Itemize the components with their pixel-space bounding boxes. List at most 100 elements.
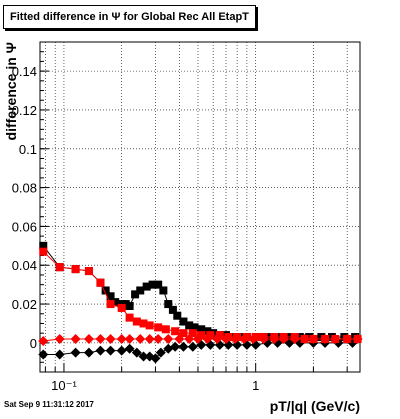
data-point <box>185 321 194 330</box>
data-point <box>101 286 110 295</box>
data-point <box>38 349 49 360</box>
data-point <box>342 334 353 344</box>
data-point <box>70 347 81 358</box>
data-point <box>105 334 116 344</box>
grid <box>40 42 360 372</box>
data-point <box>38 335 49 346</box>
data-point <box>187 341 198 352</box>
plot-frame <box>39 41 361 373</box>
data-point <box>125 302 134 310</box>
data-point <box>299 334 310 344</box>
data-point <box>330 334 341 344</box>
data-point <box>95 334 106 344</box>
data-point <box>145 321 154 330</box>
data-point <box>144 334 155 344</box>
data-point <box>289 334 300 344</box>
y-tick-label: 0.08 <box>12 181 37 196</box>
data-point <box>155 347 166 358</box>
data-point <box>174 334 185 344</box>
data-point <box>269 334 280 344</box>
data-point <box>39 247 48 256</box>
data-point <box>138 351 149 362</box>
data-point <box>239 334 250 344</box>
data-point <box>106 300 115 309</box>
data-point <box>135 334 146 344</box>
data-point <box>131 290 140 299</box>
data-point <box>124 343 135 354</box>
data-point <box>139 319 148 328</box>
data-point <box>206 331 215 340</box>
data-point <box>154 323 163 332</box>
data-point <box>248 334 259 344</box>
data-point <box>54 334 65 344</box>
data-point <box>171 327 180 336</box>
x-axis-label: pT/|q| (GeV/c) <box>270 398 360 414</box>
data-point <box>106 292 115 301</box>
series-3 <box>38 334 363 346</box>
y-tick-label: 0.02 <box>12 297 37 312</box>
data-point <box>111 298 120 307</box>
data-point <box>117 303 126 312</box>
data-point <box>95 345 106 356</box>
data-layer <box>38 241 363 364</box>
data-point <box>215 331 224 340</box>
data-point <box>308 334 319 344</box>
data-point <box>320 334 331 344</box>
y-tick-label: 0 <box>30 336 37 351</box>
data-point <box>142 282 151 291</box>
data-point <box>278 334 289 344</box>
timestamp: Sat Sep 9 11:31:12 2017 <box>4 400 94 409</box>
data-point <box>55 263 64 272</box>
data-point <box>173 311 182 320</box>
data-point <box>116 334 127 344</box>
data-point <box>159 286 168 295</box>
data-point <box>124 334 135 344</box>
x-tick-label: 1 <box>252 378 259 393</box>
data-point <box>197 331 206 340</box>
data-point <box>84 267 93 276</box>
data-point <box>116 345 127 356</box>
data-point <box>154 280 163 289</box>
data-point <box>202 334 213 344</box>
data-point <box>83 347 94 358</box>
data-point <box>229 334 240 344</box>
data-point <box>170 341 181 352</box>
data-point <box>136 286 145 295</box>
data-point <box>153 334 164 344</box>
data-point <box>178 341 189 352</box>
data-point <box>39 241 48 250</box>
data-point <box>212 334 223 344</box>
data-point <box>96 278 105 287</box>
data-point <box>150 353 161 364</box>
data-point <box>132 317 141 326</box>
data-point <box>70 334 81 344</box>
data-point <box>220 334 231 344</box>
series-0 <box>39 241 360 342</box>
data-point <box>179 329 188 338</box>
data-point <box>188 329 197 338</box>
data-point <box>71 265 80 274</box>
data-point <box>179 317 188 326</box>
y-tick-label: 0.1 <box>19 142 37 157</box>
data-point <box>148 280 157 289</box>
data-point <box>258 334 269 344</box>
y-axis-label: difference in Ψ <box>3 42 19 140</box>
data-point <box>352 334 363 344</box>
y-tick-label: 0.14 <box>12 64 37 79</box>
y-tick-label: 0.06 <box>12 219 37 234</box>
data-point <box>125 313 134 322</box>
data-point <box>164 300 173 309</box>
y-tick-label: 0.12 <box>12 103 37 118</box>
data-point <box>83 334 94 344</box>
data-point <box>54 349 65 360</box>
data-point <box>197 325 206 334</box>
data-point <box>190 323 199 332</box>
data-point <box>168 305 177 314</box>
data-point <box>184 334 195 344</box>
x-tick-label: 10⁻¹ <box>51 378 77 393</box>
data-point <box>305 333 314 342</box>
series-line <box>42 245 356 338</box>
data-point <box>295 333 304 342</box>
data-point <box>192 334 203 344</box>
